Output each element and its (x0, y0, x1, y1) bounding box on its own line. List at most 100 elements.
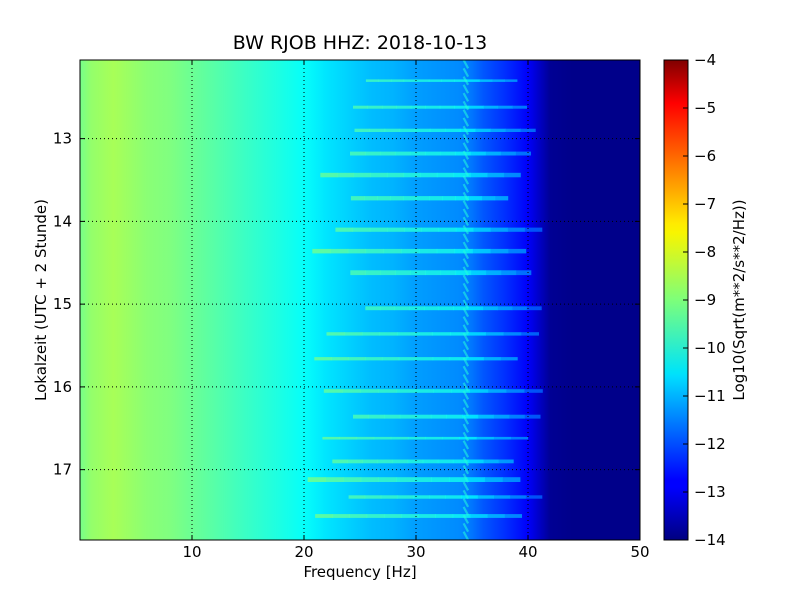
tremor-segment (462, 349, 470, 359)
spectrogram-band (353, 105, 368, 109)
spectrogram-band (455, 196, 469, 201)
tremor-segment (462, 125, 470, 136)
spectrogram-band (482, 306, 498, 311)
spectrogram-band (383, 514, 402, 518)
spectrogram-band (503, 332, 522, 336)
spectrogram-band (512, 105, 527, 109)
spectrogram-band (429, 196, 443, 201)
y-tick-label: 13 (53, 130, 72, 148)
spectrogram-band (364, 495, 382, 499)
tremor-segment (462, 514, 470, 524)
spectrogram-band (490, 248, 509, 254)
spectrogram-band (365, 151, 381, 156)
spectrogram-band (373, 436, 392, 440)
spectrogram-band (508, 414, 525, 419)
spectrogram-band (468, 196, 483, 201)
tremor-segment (462, 241, 470, 251)
spectrogram-band (468, 459, 484, 464)
spectrogram-band (398, 357, 417, 361)
y-tick-label: 15 (53, 295, 72, 313)
x-tick-label: 50 (630, 543, 649, 561)
spectrogram-band (467, 306, 484, 311)
colorbar-ticks: −4 −5 −6 −7 −8 −9 −10 −11 −12 −13 −14 (683, 51, 726, 549)
spectrogram-band (322, 436, 340, 440)
tremor-segment (462, 307, 470, 318)
spectrogram-band (350, 196, 365, 201)
plot-area (79, 59, 641, 541)
spectrogram-band (422, 459, 439, 464)
spectrogram-band (365, 357, 383, 361)
tremor-segment (462, 456, 470, 467)
spectrogram-band (449, 477, 468, 482)
x-axis-label: Frequency [Hz] (303, 563, 416, 581)
spectrogram-band (502, 477, 521, 482)
spectrogram-band (438, 227, 457, 232)
tremor-segment (462, 100, 470, 111)
colorbar-label: Log10(Sqrt(m**2/s**2/Hz)) (730, 199, 748, 400)
spectrogram-band (497, 105, 513, 109)
y-tick-label: 14 (53, 212, 72, 230)
spectrogram-band (524, 227, 543, 232)
spectrogram-band (419, 248, 438, 254)
spectrogram-band (477, 495, 494, 499)
spectrogram-band (384, 128, 401, 132)
spectrogram-band (378, 79, 392, 82)
spectrogram-band (339, 436, 358, 440)
spectrogram-band (484, 477, 503, 482)
spectrogram-band (396, 389, 416, 393)
tremor-segment (462, 183, 470, 193)
tremor-segment (462, 332, 470, 342)
spectrogram-band (485, 151, 501, 156)
spectrogram-band (446, 414, 463, 419)
spectrogram-band (452, 514, 471, 518)
tremor-segment (462, 191, 470, 202)
spectrogram-band (485, 332, 504, 336)
spectrogram-band (401, 514, 419, 518)
spectrogram-band (370, 172, 388, 178)
spectrogram-band (507, 248, 527, 254)
spectrogram-band (396, 477, 415, 482)
spectrogram-band (430, 414, 447, 419)
spectrogram-band (503, 172, 521, 178)
spectrogram-band (378, 389, 398, 393)
spectrogram-band (414, 332, 433, 336)
grid-lines (80, 60, 640, 540)
spectrogram-band (483, 105, 499, 109)
colorbar-tick-label: −10 (694, 339, 726, 357)
spectrogram-band (365, 79, 379, 82)
spectrogram-band (396, 105, 412, 109)
spectrogram-band (452, 459, 469, 464)
tremor-segment (462, 506, 470, 516)
tremor-segment (462, 92, 470, 102)
tremor-segment (462, 316, 470, 326)
spectrogram-band (470, 270, 487, 276)
tremor-segment (462, 415, 470, 425)
spectrogram-band (441, 79, 455, 82)
spectrogram-band (509, 495, 527, 499)
spectrogram-band (505, 389, 525, 393)
tremor-segment (462, 407, 470, 417)
spectrogram-band (472, 248, 491, 254)
spectrogram-band (490, 227, 508, 232)
spectrogram-band (461, 495, 478, 499)
spectrogram-band (425, 151, 441, 156)
spectrogram-band (486, 172, 505, 178)
tremor-segment (462, 167, 470, 177)
spectrogram-band (469, 389, 489, 393)
spectrogram-band (442, 436, 460, 440)
tremor-segment (462, 142, 470, 152)
spectrogram-band (479, 79, 493, 82)
spectrogram-band (431, 477, 450, 482)
spectrogram-band (455, 270, 472, 276)
colorbar: −4 −5 −6 −7 −8 −9 −10 −11 −12 −13 −14 (663, 51, 726, 549)
colorbar-tick-label: −11 (694, 387, 726, 405)
spectrogram-band (468, 105, 484, 109)
spectrogram-band (462, 414, 479, 419)
spectrogram-band (380, 270, 396, 276)
tremor-segment (462, 440, 470, 450)
spectrogram-band (320, 172, 338, 178)
spectrogram-band (332, 459, 348, 464)
spectrogram-band (383, 248, 402, 254)
spectrogram-band (466, 79, 480, 82)
tremor-segment (462, 117, 470, 127)
